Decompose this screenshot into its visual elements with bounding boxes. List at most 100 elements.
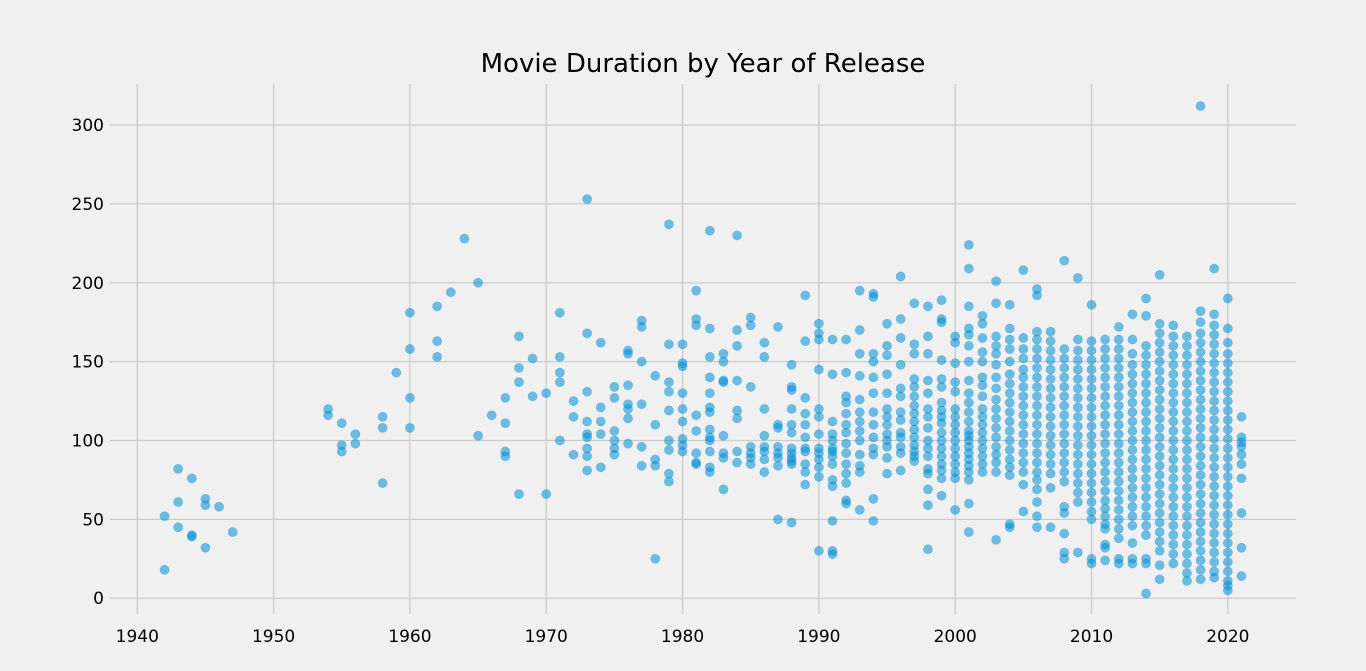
data-point — [991, 394, 1001, 405]
data-point — [1141, 378, 1151, 389]
data-point — [1086, 345, 1097, 356]
data-point — [1032, 438, 1042, 449]
data-point — [1086, 449, 1097, 460]
data-point — [1045, 345, 1056, 356]
data-point — [1086, 383, 1097, 394]
data-point — [1154, 470, 1165, 481]
data-point — [1113, 391, 1124, 402]
grid-lines — [110, 84, 1296, 614]
data-point — [963, 388, 974, 399]
data-point — [1004, 356, 1015, 367]
data-point — [1209, 557, 1220, 567]
data-point — [636, 322, 647, 332]
data-point — [1018, 410, 1029, 421]
data-point — [704, 351, 715, 362]
data-point — [923, 375, 933, 386]
data-point — [1154, 508, 1165, 518]
data-point — [1154, 394, 1165, 405]
data-point — [1195, 101, 1206, 111]
data-point — [1209, 263, 1220, 274]
data-point — [1209, 386, 1220, 397]
data-point — [1209, 452, 1220, 463]
data-point — [1209, 481, 1220, 492]
data-point — [1154, 356, 1165, 367]
data-point — [991, 298, 1001, 309]
data-point — [854, 407, 865, 417]
data-point — [1113, 514, 1124, 525]
data-point — [1141, 416, 1151, 427]
data-point — [582, 416, 593, 427]
data-point — [1195, 470, 1206, 481]
data-point — [1222, 377, 1233, 388]
y-tick-label: 300 — [72, 116, 104, 136]
data-point — [1209, 309, 1220, 320]
data-point — [1141, 310, 1151, 321]
data-point — [963, 527, 974, 537]
data-point — [1086, 392, 1097, 403]
data-point — [1086, 478, 1097, 488]
data-point — [813, 462, 824, 473]
data-point — [500, 392, 511, 403]
data-point — [1045, 355, 1056, 365]
data-point — [759, 467, 770, 477]
data-point — [636, 441, 647, 452]
data-point — [963, 498, 974, 509]
data-point — [1045, 383, 1056, 394]
data-point — [1209, 572, 1220, 583]
data-point — [963, 301, 974, 312]
data-point — [432, 301, 443, 312]
data-point — [1154, 527, 1165, 537]
data-point — [1072, 402, 1083, 413]
data-point — [882, 419, 892, 430]
data-point — [336, 418, 347, 429]
data-point — [1032, 429, 1042, 440]
data-point — [882, 350, 892, 361]
data-point — [1141, 397, 1151, 408]
data-point — [1059, 381, 1070, 392]
data-point — [1195, 460, 1206, 471]
data-point — [882, 388, 892, 399]
data-point — [854, 504, 865, 515]
data-point — [1182, 482, 1192, 493]
data-point — [868, 388, 879, 399]
data-point — [1195, 441, 1206, 452]
data-point — [1072, 392, 1083, 403]
data-point — [977, 318, 988, 329]
data-point — [405, 307, 415, 318]
data-point — [1086, 299, 1097, 310]
data-point — [977, 380, 988, 391]
data-point — [664, 219, 674, 230]
data-point — [1059, 528, 1070, 539]
data-point — [1195, 394, 1206, 405]
data-point — [1127, 558, 1138, 569]
data-point — [950, 504, 961, 515]
data-point — [704, 435, 715, 446]
data-point — [1059, 429, 1070, 440]
data-point — [1154, 432, 1165, 443]
data-point — [159, 564, 170, 575]
data-point — [1222, 323, 1233, 334]
data-point — [1059, 467, 1070, 477]
data-point — [473, 430, 483, 441]
data-point — [1127, 463, 1138, 474]
data-point — [1182, 575, 1192, 586]
data-point — [1045, 374, 1056, 384]
data-point — [1209, 547, 1220, 558]
data-point — [991, 276, 1001, 287]
data-point — [1100, 555, 1111, 566]
data-point — [1045, 402, 1056, 413]
data-point — [1195, 337, 1206, 348]
data-point — [759, 430, 770, 441]
data-point — [950, 358, 961, 369]
data-point — [1018, 419, 1029, 430]
data-point — [950, 386, 961, 397]
data-point — [1032, 400, 1042, 411]
x-tick-label: 2020 — [1206, 627, 1249, 647]
data-point — [1168, 378, 1179, 389]
data-point — [1222, 519, 1233, 529]
data-point — [1032, 419, 1042, 430]
data-point — [568, 411, 579, 422]
data-point — [732, 340, 742, 351]
data-point — [991, 422, 1001, 433]
data-point — [1222, 462, 1233, 473]
